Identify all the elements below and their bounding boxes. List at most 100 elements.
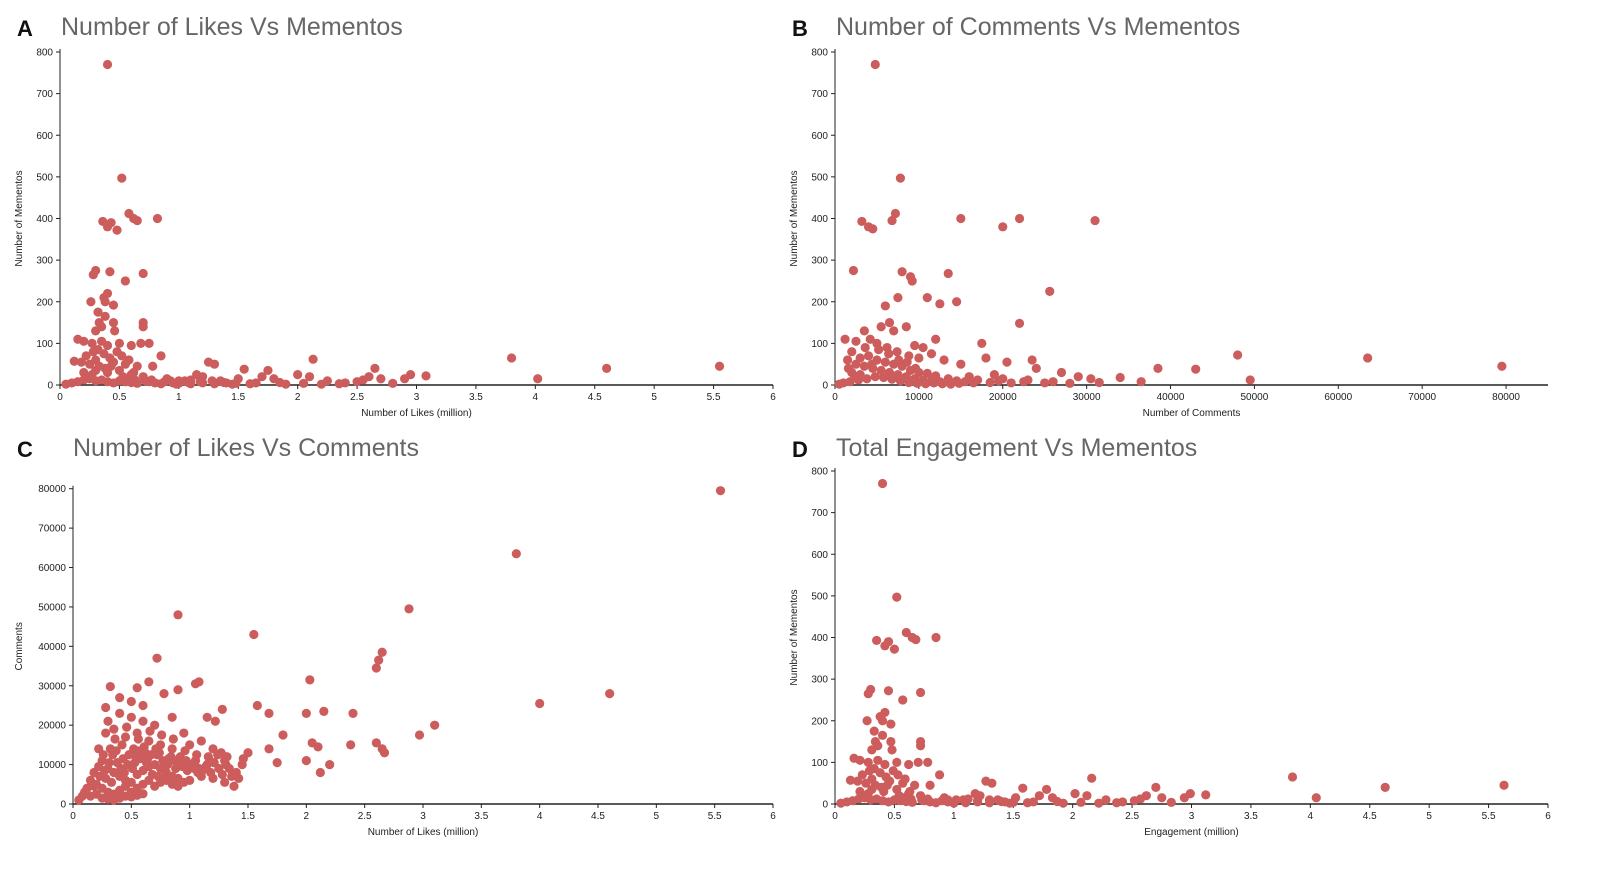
- x-tick-label: 30000: [1073, 392, 1101, 403]
- x-tick-label: 0: [832, 811, 838, 822]
- y-tick-label: 400: [811, 633, 828, 644]
- data-point: [1499, 780, 1509, 790]
- chart-title-c: Number of Likes Vs Comments: [73, 434, 419, 462]
- data-point: [216, 748, 226, 758]
- y-axis-label: Comments: [14, 622, 25, 670]
- data-point: [981, 353, 991, 363]
- y-tick-label: 500: [36, 172, 53, 183]
- data-point: [918, 342, 928, 353]
- data-point: [421, 371, 431, 381]
- data-point: [374, 655, 384, 665]
- data-point: [868, 224, 878, 234]
- data-point: [183, 377, 193, 388]
- data-point: [109, 724, 119, 734]
- chart-title-b: Number of Comments Vs Mementos: [836, 13, 1241, 41]
- data-point: [111, 746, 121, 756]
- data-point: [110, 326, 120, 336]
- data-point: [138, 789, 148, 799]
- data-point: [887, 215, 897, 226]
- y-tick-label: 30000: [38, 681, 66, 692]
- data-point: [880, 301, 890, 311]
- data-point: [925, 780, 935, 790]
- y-tick-label: 600: [811, 550, 828, 561]
- data-point: [152, 213, 163, 224]
- data-point: [308, 354, 318, 364]
- data-point: [138, 322, 148, 332]
- data-point: [1008, 797, 1018, 807]
- y-axis-label: Number of Mementos: [789, 589, 800, 685]
- data-point: [881, 772, 891, 782]
- data-point: [1070, 788, 1080, 799]
- data-point: [132, 683, 142, 693]
- data-point: [533, 374, 543, 384]
- data-point: [873, 755, 883, 765]
- chart-title-a: Number of Likes Vs Mementos: [61, 13, 403, 41]
- data-point: [305, 675, 315, 685]
- data-point: [79, 367, 89, 378]
- data-point: [1191, 364, 1201, 374]
- data-point: [358, 375, 368, 385]
- data-point: [956, 359, 966, 369]
- data-point: [154, 748, 164, 758]
- data-point: [855, 786, 865, 797]
- y-tick-label: 0: [60, 800, 66, 811]
- data-point: [202, 712, 212, 722]
- data-point: [904, 377, 914, 388]
- data-point: [873, 741, 883, 751]
- data-point: [1157, 793, 1167, 803]
- data-point: [1082, 791, 1092, 801]
- data-point: [146, 375, 157, 385]
- y-tick-label: 200: [36, 297, 53, 308]
- y-tick-label: 700: [36, 89, 53, 100]
- data-point: [905, 786, 915, 797]
- data-point: [915, 741, 926, 751]
- data-point: [217, 769, 227, 780]
- data-point: [961, 796, 971, 807]
- data-point: [862, 374, 872, 384]
- data-point: [1028, 797, 1039, 807]
- x-tick-label: 3.5: [474, 811, 488, 822]
- data-point: [1002, 357, 1012, 367]
- x-tick-label: 20000: [989, 392, 1017, 403]
- data-point: [325, 759, 335, 770]
- data-point: [1094, 377, 1104, 388]
- data-point: [129, 367, 139, 378]
- x-tick-label: 1.5: [231, 392, 245, 403]
- data-point: [264, 708, 274, 718]
- data-point: [104, 758, 114, 768]
- data-point: [115, 692, 125, 703]
- y-tick-label: 300: [36, 256, 53, 267]
- data-point: [923, 794, 933, 804]
- data-point: [100, 297, 110, 307]
- y-tick-label: 200: [811, 297, 828, 308]
- data-point: [1090, 215, 1100, 226]
- data-point: [138, 700, 148, 711]
- data-point: [227, 771, 237, 782]
- data-point: [239, 364, 249, 374]
- data-point: [122, 722, 132, 732]
- x-tick-label: 6: [1545, 811, 1551, 822]
- data-point: [112, 225, 122, 235]
- data-point: [377, 647, 387, 657]
- data-point: [1363, 353, 1373, 363]
- panel-letter-a: A: [17, 16, 33, 41]
- data-point: [69, 356, 79, 366]
- data-point: [889, 644, 900, 654]
- data-point: [893, 292, 903, 303]
- data-point: [842, 355, 853, 365]
- data-point: [535, 698, 545, 709]
- data-point: [877, 478, 888, 489]
- data-point: [106, 777, 117, 787]
- y-tick-label: 50000: [38, 602, 66, 613]
- data-point: [894, 355, 904, 365]
- y-tick-label: 100: [811, 339, 828, 350]
- data-point: [848, 265, 859, 276]
- data-point: [105, 681, 115, 692]
- data-point: [850, 372, 860, 382]
- data-point: [114, 338, 125, 348]
- data-point: [869, 726, 879, 736]
- data-point: [120, 276, 130, 286]
- data-point: [275, 377, 285, 388]
- x-tick-label: 1: [176, 392, 182, 403]
- data-point: [880, 759, 890, 770]
